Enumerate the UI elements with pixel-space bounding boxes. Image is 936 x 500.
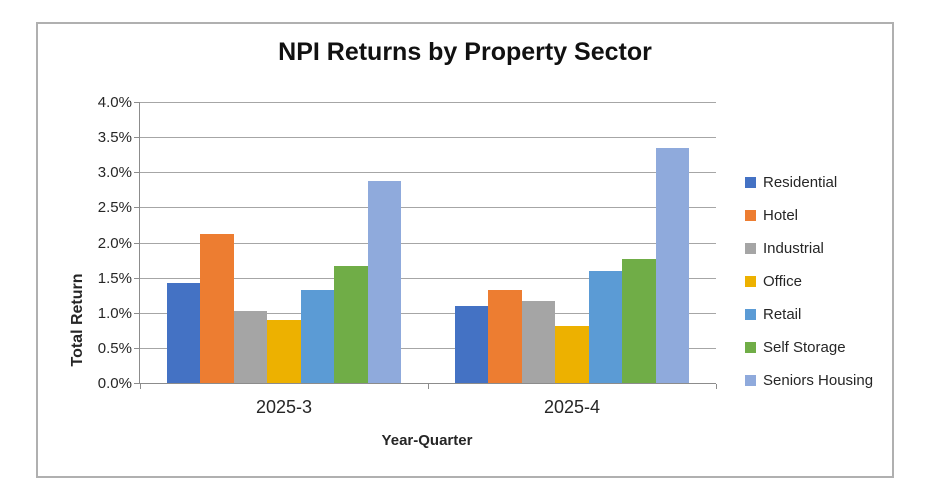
y-tick-label: 4.0% <box>97 94 132 111</box>
chart-frame: NPI Returns by Property Sector Total Ret… <box>36 22 894 478</box>
x-tick-mark <box>716 384 717 389</box>
y-tick-label: 2.0% <box>97 234 132 252</box>
gridline-2.0% <box>140 242 716 244</box>
gridline-2.5% <box>140 207 716 209</box>
legend: Residential Hotel Industrial Office Retail Se… <box>745 166 873 397</box>
y-tick-mark <box>134 242 139 244</box>
legend-item-office: Office <box>745 265 873 298</box>
bar-self-storage-2025-3 <box>334 265 368 383</box>
gridline-4.0% <box>140 102 716 103</box>
legend-swatch-icon <box>745 177 756 188</box>
legend-swatch-icon <box>745 210 756 221</box>
legend-label: Retail <box>763 306 802 323</box>
bar-seniors-housing-2025-3 <box>367 180 402 383</box>
bar-seniors-housing-2025-4 <box>655 148 690 383</box>
y-tick-mark <box>134 207 139 209</box>
legend-swatch-icon <box>745 276 756 287</box>
y-tick-label: 1.5% <box>97 269 132 287</box>
legend-item-self-storage: Self Storage <box>745 331 873 364</box>
legend-swatch-icon <box>745 243 756 254</box>
legend-label: Self Storage <box>763 339 846 356</box>
bar-office-2025-4 <box>555 326 589 383</box>
y-tick-label: 1.0% <box>97 304 132 322</box>
x-axis-title: Year-Quarter <box>381 432 473 449</box>
chart-title: NPI Returns by Property Sector <box>278 38 652 66</box>
bar-retail-2025-4 <box>588 270 623 383</box>
legend-item-seniors-housing: Seniors Housing <box>745 364 873 397</box>
bar-industrial-2025-3 <box>233 310 268 383</box>
legend-label: Industrial <box>763 240 824 257</box>
gridline-3.5% <box>140 137 716 139</box>
bar-office-2025-3 <box>267 319 301 383</box>
y-tick-label: 3.5% <box>97 129 132 147</box>
bar-hotel-2025-4 <box>488 289 522 383</box>
y-tick-label: 3.0% <box>97 164 132 182</box>
y-tick-mark <box>134 312 139 314</box>
plot-area: Total Return 4.0% 3.5% 3.0% 2.5% 2.0% 1.5% 1.0… <box>69 95 717 417</box>
gridline-1.0% <box>140 312 716 314</box>
bar-residential-2025-3 <box>166 282 201 383</box>
legend-label: Office <box>763 273 802 290</box>
legend-label: Hotel <box>763 207 799 224</box>
y-tick-mark <box>134 137 139 139</box>
gridline-0.5% <box>140 347 716 349</box>
legend-swatch-icon <box>745 309 756 320</box>
legend-item-hotel: Hotel <box>745 199 873 232</box>
y-tick-mark <box>134 172 139 174</box>
y-tick-mark <box>134 277 139 279</box>
y-tick-label: 2.5% <box>97 199 132 217</box>
legend-item-industrial: Industrial <box>745 232 873 265</box>
y-tick-label: 0.5% <box>97 339 132 357</box>
legend-swatch-icon <box>745 342 756 353</box>
x-category-label-2025-4: 2025-4 <box>543 397 601 417</box>
gridline-1.5% <box>140 277 716 279</box>
bar-residential-2025-4 <box>454 306 489 383</box>
legend-item-retail: Retail <box>745 298 873 331</box>
x-tick-mark <box>140 384 141 389</box>
legend-swatch-icon <box>745 375 756 386</box>
bar-self-storage-2025-4 <box>622 258 656 383</box>
y-tick-mark <box>134 102 139 103</box>
legend-label: Seniors Housing <box>763 372 874 389</box>
x-category-label-2025-3: 2025-3 <box>255 397 313 417</box>
legend-label: Residential <box>763 174 838 191</box>
y-tick-mark <box>134 383 139 384</box>
bar-industrial-2025-4 <box>521 300 556 383</box>
legend-item-residential: Residential <box>745 166 873 199</box>
y-tick-label: 0.0% <box>97 375 132 392</box>
y-tick-mark <box>134 347 139 349</box>
x-tick-mark <box>428 384 429 389</box>
gridline-3.0% <box>140 172 716 174</box>
bar-hotel-2025-3 <box>200 234 234 383</box>
bar-retail-2025-3 <box>300 290 335 383</box>
